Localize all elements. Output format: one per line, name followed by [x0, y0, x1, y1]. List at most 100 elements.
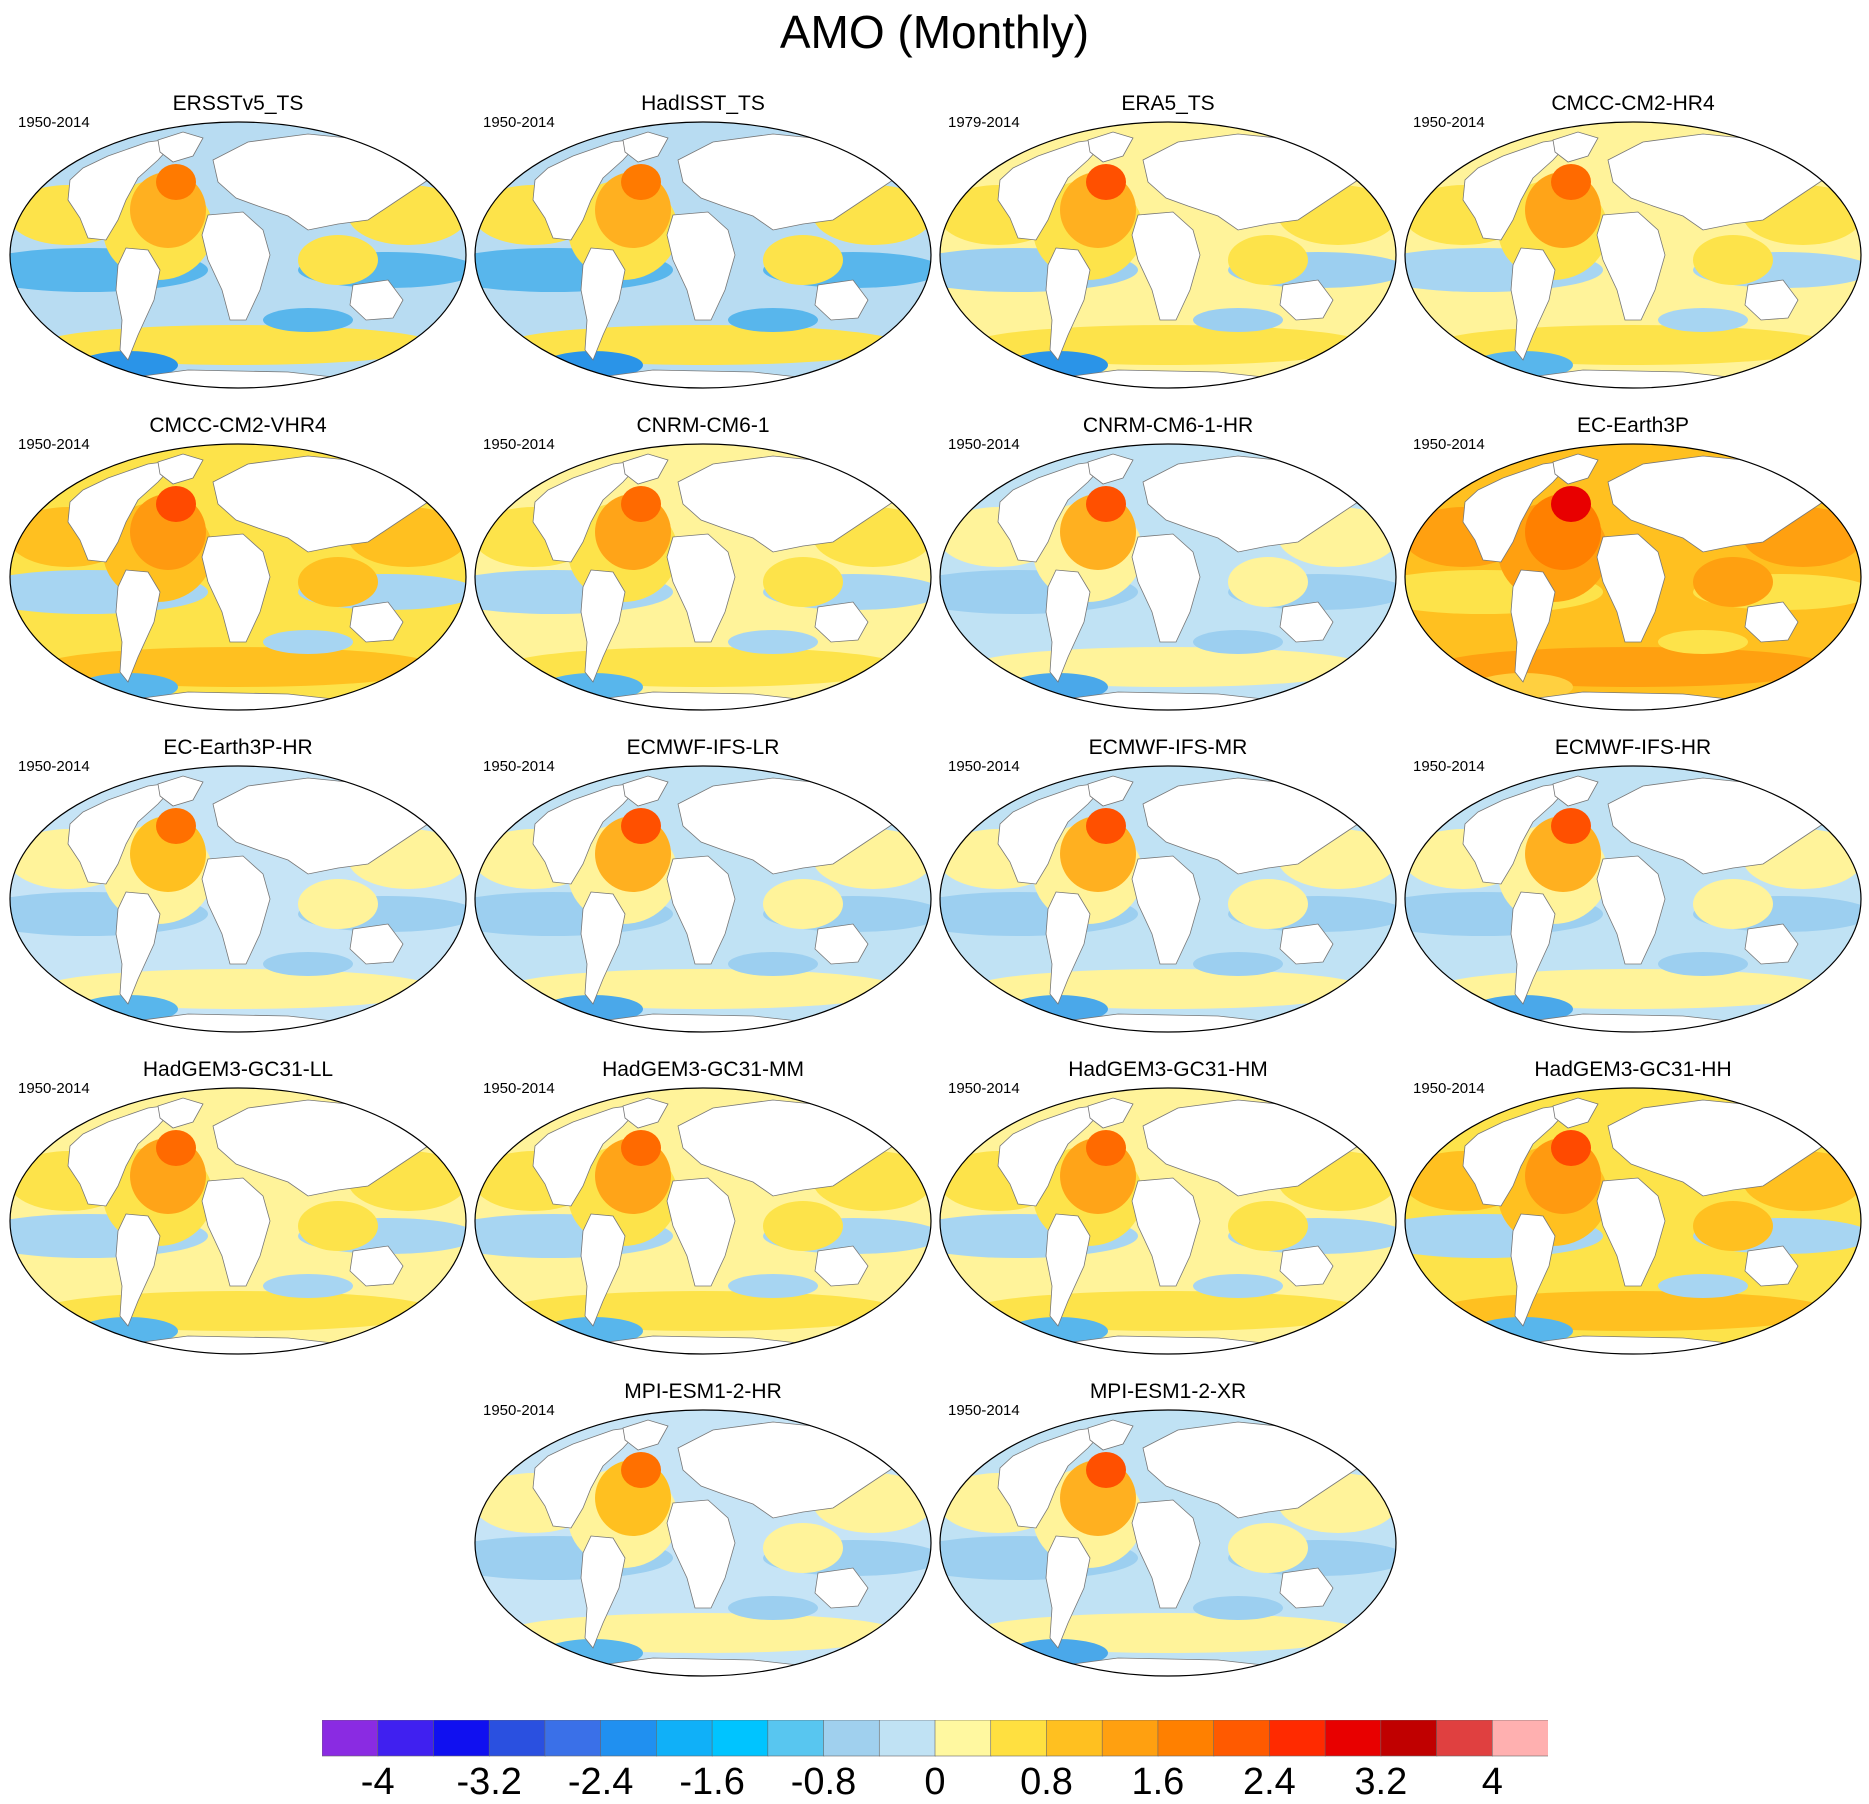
colorbar-swatch [1380, 1720, 1438, 1757]
map-boundary [939, 443, 1397, 711]
panel-period: 1950-2014 [483, 758, 555, 775]
colorbar-label: -1.6 [679, 1761, 745, 1803]
colorbar-swatch [322, 1720, 379, 1757]
panel-title: CMCC-CM2-HR4 [1551, 92, 1715, 115]
anomaly-region [298, 879, 378, 929]
land-mass [677, 1421, 894, 1519]
anomaly-region [621, 1130, 661, 1166]
land-mass [201, 1177, 271, 1287]
colorbar-swatch [377, 1720, 435, 1757]
robinson-map [474, 1087, 932, 1355]
map-panel: MPI-ESM1-2-XR 1950-2014 [938, 1380, 1398, 1690]
land-mass [115, 1213, 161, 1327]
land-mass [1607, 133, 1824, 231]
colorbar-label: -3.2 [456, 1761, 522, 1803]
land-mass [1142, 455, 1359, 553]
panel-period: 1950-2014 [483, 114, 555, 131]
land-mass [349, 923, 404, 965]
land-mass [1744, 601, 1799, 643]
colorbar-swatch [1046, 1720, 1103, 1757]
anomaly-region [263, 1274, 353, 1298]
land-mass [997, 459, 1110, 563]
panel-period: 1950-2014 [1413, 436, 1485, 453]
robinson-map [1404, 765, 1862, 1033]
land-mass [115, 569, 161, 683]
anomaly-region [1086, 164, 1126, 200]
land-mass [1596, 855, 1666, 965]
map-panel: EC-Earth3P-HR 1950-2014 [8, 736, 468, 1046]
map-panel: MPI-ESM1-2-HR 1950-2014 [473, 1380, 933, 1690]
colorbar-swatch [990, 1720, 1048, 1757]
land-mass [814, 279, 869, 321]
panel-title: HadGEM3-GC31-HM [1068, 1058, 1268, 1081]
map-boundary [1404, 121, 1862, 389]
colorbar-swatches [322, 1720, 1548, 1757]
land-mass [1131, 1177, 1201, 1287]
land-mass [349, 601, 404, 643]
colorbar-label: 0 [924, 1761, 946, 1803]
anomaly-region [1658, 630, 1748, 654]
land-mass [1279, 923, 1334, 965]
panel-title: MPI-ESM1-2-HR [624, 1380, 782, 1403]
land-mass [157, 131, 204, 163]
robinson-map [939, 121, 1397, 389]
anomaly-region [1693, 879, 1773, 929]
anomaly-region [1658, 308, 1748, 332]
land-mass [1462, 137, 1575, 241]
figure-title: AMO (Monthly) [779, 6, 1090, 58]
land-mass [67, 137, 180, 241]
panel-period: 1950-2014 [948, 1402, 1020, 1419]
map-boundary [9, 1087, 467, 1355]
panel-period: 1950-2014 [948, 436, 1020, 453]
colorbar-swatch [1436, 1720, 1494, 1757]
anomaly-region [1228, 1201, 1308, 1251]
map-panel: CNRM-CM6-1-HR 1950-2014 [938, 414, 1398, 724]
map-panel: ERA5_TS 1979-2014 [938, 92, 1398, 402]
map-panel: CNRM-CM6-1 1950-2014 [473, 414, 933, 724]
panel-title: EC-Earth3P-HR [163, 736, 313, 759]
panel-period: 1950-2014 [483, 1402, 555, 1419]
colorbar-label: 0.8 [1020, 1761, 1073, 1803]
land-mass [349, 1245, 404, 1287]
land-mass [580, 891, 626, 1005]
map-boundary [939, 121, 1397, 389]
anomaly-region [728, 1274, 818, 1298]
robinson-map [9, 443, 467, 711]
robinson-map [939, 1087, 1397, 1355]
land-mass [622, 775, 669, 807]
land-mass [1607, 455, 1824, 553]
land-mass [1596, 211, 1666, 321]
robinson-map [474, 121, 932, 389]
land-mass [1510, 569, 1556, 683]
panel-title: HadGEM3-GC31-HH [1534, 1058, 1732, 1081]
panel-period: 1950-2014 [18, 114, 90, 131]
land-mass [532, 1103, 645, 1207]
map-panel: HadGEM3-GC31-HH 1950-2014 [1403, 1058, 1863, 1368]
robinson-map [9, 1087, 467, 1355]
land-mass [1744, 1245, 1799, 1287]
land-mass [1552, 131, 1599, 163]
anomaly-region [621, 1452, 661, 1488]
land-mass [666, 1499, 736, 1609]
colorbar-swatch [823, 1720, 881, 1757]
land-mass [677, 455, 894, 553]
panel-title: CNRM-CM6-1-HR [1082, 414, 1254, 437]
panel-title: MPI-ESM1-2-XR [1089, 1380, 1247, 1403]
anomaly-region [763, 879, 843, 929]
anomaly-region [263, 308, 353, 332]
panel-period: 1979-2014 [948, 114, 1020, 131]
map-panel: EC-Earth3P 1950-2014 [1403, 414, 1863, 724]
land-mass [1510, 891, 1556, 1005]
robinson-map [1404, 121, 1862, 389]
panel-title: ECMWF-IFS-MR [1088, 736, 1248, 759]
land-mass [580, 247, 626, 361]
land-mass [1045, 569, 1091, 683]
panel-period: 1950-2014 [18, 758, 90, 775]
land-mass [67, 781, 180, 885]
map-boundary [474, 121, 932, 389]
land-mass [157, 775, 204, 807]
land-mass [1131, 1499, 1201, 1609]
land-mass [1087, 453, 1134, 485]
anomaly-region [1551, 164, 1591, 200]
robinson-map [9, 765, 467, 1033]
